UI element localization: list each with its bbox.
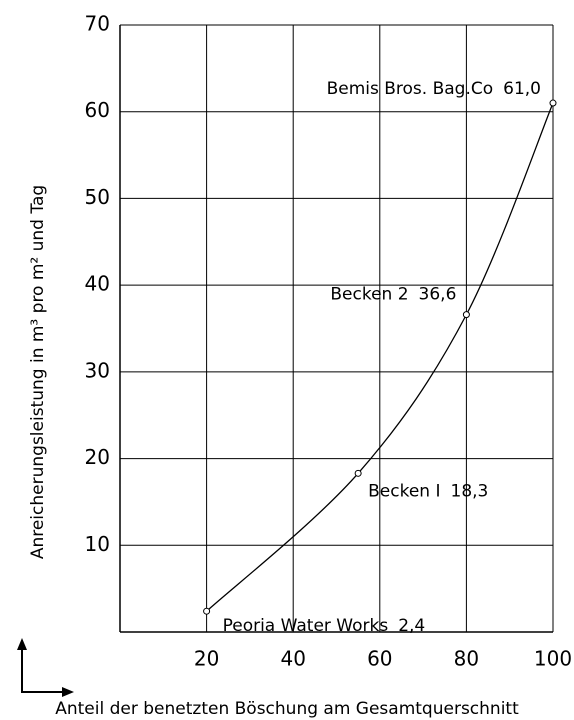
- point-annotation: Peoria Water Works 2,4: [223, 616, 426, 636]
- value-label: 36,6: [419, 285, 457, 305]
- x-tick-label: 100: [534, 647, 572, 671]
- y-tick-label: 40: [85, 272, 110, 296]
- value-label: 18,3: [451, 481, 489, 501]
- y-tick-label: 50: [85, 185, 110, 209]
- x-tick-label: 80: [454, 647, 479, 671]
- y-tick-label: 10: [85, 532, 110, 556]
- x-axis-label: Anteil der benetzten Böschung am Gesamtq…: [55, 699, 519, 719]
- point: [462, 311, 470, 319]
- y-tick-label: 20: [85, 445, 110, 469]
- point-annotation: Becken I 18,3: [368, 481, 488, 501]
- line: [206, 102, 554, 612]
- x-tick-label: 40: [280, 647, 305, 671]
- point-annotation: Becken 2 36,6: [330, 285, 456, 305]
- x-tick-label: 60: [367, 647, 392, 671]
- point-name: Peoria Water Works: [223, 616, 389, 636]
- value-label: 2,4: [398, 616, 425, 636]
- y-axis-label: Anreicherungsleistung in m³ pro m² und T…: [28, 185, 48, 559]
- point-annotation: Bemis Bros. Bag.Co 61,0: [327, 79, 541, 99]
- x-arrow-head: [62, 687, 74, 697]
- point: [549, 99, 557, 107]
- point: [354, 469, 362, 477]
- value-label: 61,0: [503, 79, 541, 99]
- point-name: Bemis Bros. Bag.Co: [327, 79, 494, 99]
- point: [203, 607, 211, 615]
- x-tick-label: 20: [194, 647, 219, 671]
- y-tick-label: 30: [85, 358, 110, 382]
- y-arrow-head: [17, 638, 27, 650]
- y-tick-label: 70: [85, 12, 110, 36]
- point-name: Becken I: [368, 481, 440, 501]
- y-tick-label: 60: [85, 98, 110, 122]
- point-name: Becken 2: [330, 285, 408, 305]
